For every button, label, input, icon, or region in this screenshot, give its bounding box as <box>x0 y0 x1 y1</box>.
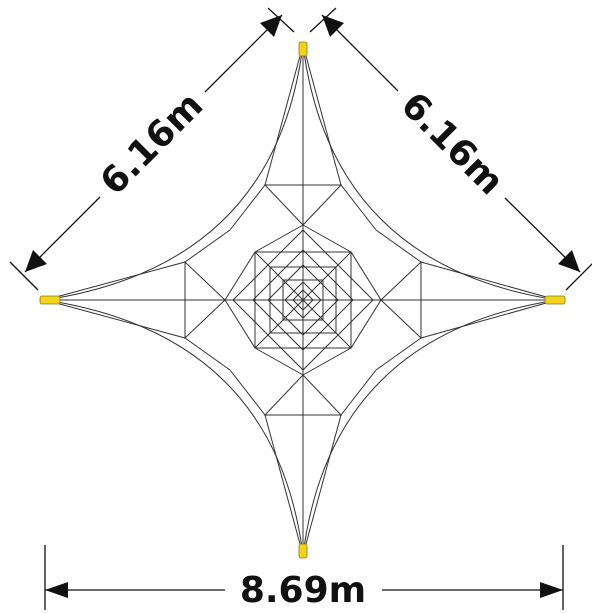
anchor-caps <box>39 41 566 559</box>
right-dimension-label: 6.16m <box>393 85 511 203</box>
dimension-lines <box>9 7 592 610</box>
width-dimension-label: 8.69m <box>240 570 366 611</box>
left-dimension-label: 6.16m <box>93 85 211 203</box>
rope-net <box>44 44 558 556</box>
